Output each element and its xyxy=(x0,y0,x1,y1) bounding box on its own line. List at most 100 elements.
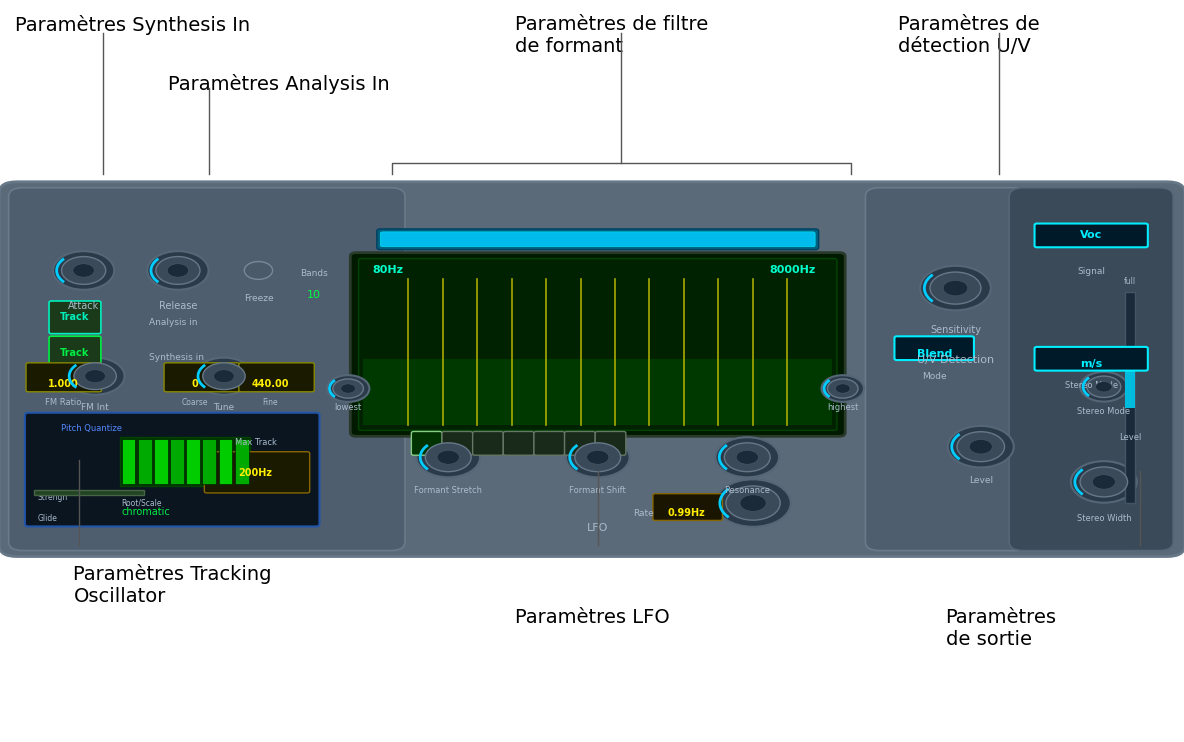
FancyBboxPatch shape xyxy=(170,439,184,484)
Text: Bands: Bands xyxy=(300,269,328,278)
Text: Voc: Voc xyxy=(1080,231,1102,240)
FancyBboxPatch shape xyxy=(596,432,626,456)
Text: Formant Shift: Formant Shift xyxy=(570,486,626,495)
Text: Level: Level xyxy=(969,476,993,485)
Circle shape xyxy=(957,432,1004,462)
Text: FM Int: FM Int xyxy=(82,404,109,413)
FancyBboxPatch shape xyxy=(205,452,310,493)
Text: 1.000: 1.000 xyxy=(47,379,78,390)
FancyBboxPatch shape xyxy=(652,493,722,520)
Circle shape xyxy=(156,257,200,284)
Text: Synthesis in: Synthesis in xyxy=(149,353,204,362)
Circle shape xyxy=(715,437,779,477)
FancyBboxPatch shape xyxy=(503,432,534,456)
Circle shape xyxy=(341,384,355,393)
Text: Analysis in: Analysis in xyxy=(149,318,198,327)
Text: Paramètres
de sortie: Paramètres de sortie xyxy=(946,608,1056,649)
FancyBboxPatch shape xyxy=(534,432,565,456)
FancyBboxPatch shape xyxy=(1009,188,1173,551)
FancyBboxPatch shape xyxy=(186,439,200,484)
Text: Pitch Quantize: Pitch Quantize xyxy=(62,424,122,433)
FancyBboxPatch shape xyxy=(894,336,974,360)
Circle shape xyxy=(920,266,991,310)
Circle shape xyxy=(417,437,480,477)
FancyBboxPatch shape xyxy=(1035,223,1147,247)
FancyBboxPatch shape xyxy=(137,439,152,484)
Circle shape xyxy=(73,363,116,390)
Text: full: full xyxy=(1124,278,1135,286)
Circle shape xyxy=(566,437,630,477)
Bar xyxy=(1125,292,1134,503)
Circle shape xyxy=(1095,381,1112,392)
Text: Level: Level xyxy=(1119,433,1141,441)
Circle shape xyxy=(726,486,780,520)
FancyBboxPatch shape xyxy=(234,439,249,484)
Text: 80Hz: 80Hz xyxy=(373,266,404,275)
Circle shape xyxy=(1093,475,1115,489)
Text: Strengh: Strengh xyxy=(38,493,67,502)
Circle shape xyxy=(1080,372,1127,401)
Circle shape xyxy=(1080,467,1127,497)
Circle shape xyxy=(740,495,766,511)
Bar xyxy=(1125,355,1134,408)
Text: Paramètres LFO: Paramètres LFO xyxy=(515,608,670,628)
Text: Freeze: Freeze xyxy=(244,294,274,303)
FancyBboxPatch shape xyxy=(1035,347,1147,371)
Circle shape xyxy=(1087,376,1121,398)
Text: highest: highest xyxy=(828,404,858,413)
Circle shape xyxy=(575,443,620,472)
Bar xyxy=(121,437,250,486)
Text: Blend: Blend xyxy=(916,349,952,358)
Text: Signal: Signal xyxy=(1077,267,1105,276)
Circle shape xyxy=(1070,461,1137,503)
FancyBboxPatch shape xyxy=(49,336,101,369)
Circle shape xyxy=(586,450,609,464)
FancyBboxPatch shape xyxy=(165,363,239,392)
Circle shape xyxy=(65,358,124,395)
Circle shape xyxy=(244,262,272,280)
Text: Release: Release xyxy=(159,301,197,311)
FancyBboxPatch shape xyxy=(377,229,818,249)
Text: Paramètres Tracking
Oscillator: Paramètres Tracking Oscillator xyxy=(73,564,272,606)
FancyBboxPatch shape xyxy=(359,259,837,430)
Text: Glide: Glide xyxy=(38,513,58,522)
FancyBboxPatch shape xyxy=(363,359,832,425)
FancyBboxPatch shape xyxy=(219,439,232,484)
Text: 440.00: 440.00 xyxy=(251,379,289,390)
Text: Stereo Mode: Stereo Mode xyxy=(1077,407,1131,416)
Text: Stereo Width: Stereo Width xyxy=(1076,514,1131,523)
FancyBboxPatch shape xyxy=(0,182,1184,556)
Circle shape xyxy=(822,375,864,402)
Circle shape xyxy=(947,426,1014,467)
Text: FM Ratio: FM Ratio xyxy=(45,398,81,407)
FancyBboxPatch shape xyxy=(26,363,102,392)
Text: Wave: Wave xyxy=(585,458,610,467)
Circle shape xyxy=(213,370,234,383)
Circle shape xyxy=(736,450,759,464)
Text: Coarse: Coarse xyxy=(182,398,208,407)
Text: Rate: Rate xyxy=(633,509,654,518)
Circle shape xyxy=(437,450,459,464)
Circle shape xyxy=(167,263,188,278)
Text: Resonance: Resonance xyxy=(725,486,771,495)
Circle shape xyxy=(202,363,245,390)
Circle shape xyxy=(194,358,253,395)
FancyBboxPatch shape xyxy=(380,232,815,246)
Circle shape xyxy=(944,280,967,296)
Text: 10: 10 xyxy=(307,290,321,300)
Circle shape xyxy=(715,479,791,527)
Circle shape xyxy=(73,263,95,278)
Text: Formant Stretch: Formant Stretch xyxy=(414,486,482,495)
Text: Attack: Attack xyxy=(67,301,99,311)
Circle shape xyxy=(836,384,850,393)
Circle shape xyxy=(53,252,114,290)
Text: 8000Hz: 8000Hz xyxy=(770,266,816,275)
FancyBboxPatch shape xyxy=(350,252,845,436)
FancyBboxPatch shape xyxy=(154,439,168,484)
Circle shape xyxy=(147,252,208,290)
FancyBboxPatch shape xyxy=(239,363,314,392)
Text: lowest: lowest xyxy=(335,404,362,413)
Text: Paramètres Synthesis In: Paramètres Synthesis In xyxy=(14,15,250,35)
Text: Paramètres de filtre
de formant: Paramètres de filtre de formant xyxy=(515,15,709,56)
Circle shape xyxy=(333,379,363,398)
